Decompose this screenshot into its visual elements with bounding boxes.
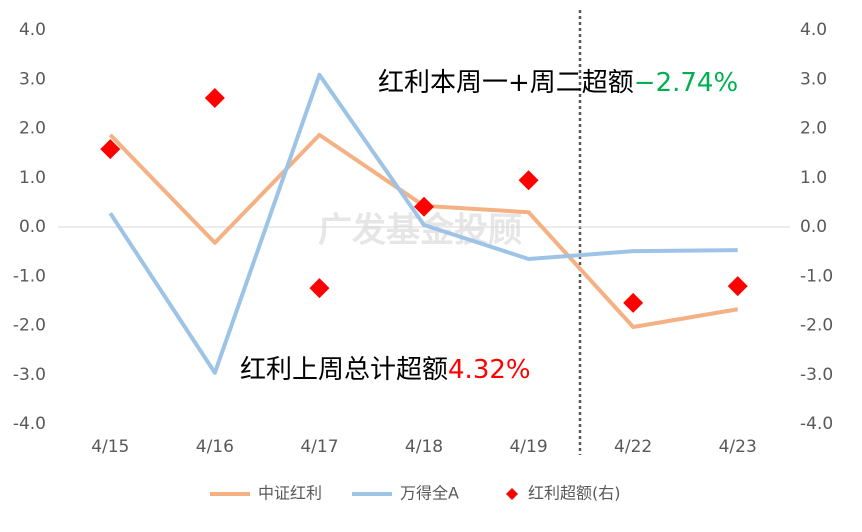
diamond-marker [204, 87, 225, 108]
y2-tick-label: -4.0 [800, 414, 833, 434]
x-tick-label: 4/19 [509, 437, 547, 457]
y2-tick-label: 1.0 [800, 168, 827, 188]
diamond-marker [100, 139, 121, 160]
legend-marker [506, 488, 518, 500]
series-line [108, 72, 738, 375]
y2-tick-label: -2.0 [800, 316, 833, 336]
diamond-marker [623, 292, 644, 313]
annotation-part: −2.74% [634, 68, 738, 98]
y-tick-label: -1.0 [13, 266, 46, 286]
diamond-marker [727, 276, 748, 297]
x-tick-label: 4/16 [196, 437, 234, 457]
diamond-marker [309, 278, 330, 299]
y-tick-label: 3.0 [19, 69, 46, 89]
y-tick-label: 0.0 [19, 217, 46, 237]
x-tick-label: 4/15 [91, 437, 129, 457]
x-tick-label: 4/18 [405, 437, 443, 457]
y2-tick-label: 0.0 [800, 217, 827, 237]
annotation-part: 红利本周一+周二超额 [378, 68, 634, 98]
y2-tick-label: -3.0 [800, 365, 833, 385]
y2-tick-label: 2.0 [800, 119, 827, 139]
y-tick-label: 2.0 [19, 119, 46, 139]
annotation-part: 4.32% [448, 355, 531, 385]
annotation: 红利上周总计超额4.32% [240, 355, 531, 385]
y-tick-label: 4.0 [19, 20, 46, 40]
y2-tick-label: 3.0 [800, 69, 827, 89]
diamond-marker [518, 170, 539, 191]
y-tick-label: -2.0 [13, 316, 46, 336]
x-tick-label: 4/23 [719, 437, 757, 457]
diamond-marker [414, 196, 434, 217]
annotation: 红利本周一+周二超额−2.74% [378, 68, 738, 98]
legend-label: 中证红利 [258, 484, 322, 503]
legend-label: 红利超额(右) [528, 484, 621, 503]
y2-tick-label: 4.0 [800, 20, 827, 40]
y-tick-label: -4.0 [13, 414, 46, 434]
x-tick-label: 4/17 [300, 437, 338, 457]
y-tick-label: -3.0 [13, 365, 46, 385]
y2-tick-label: -1.0 [800, 266, 833, 286]
legend-label: 万得全A [400, 484, 459, 503]
annotation-part: 红利上周总计超额 [240, 355, 448, 385]
x-tick-label: 4/22 [614, 437, 652, 457]
y-tick-label: 1.0 [19, 168, 46, 188]
